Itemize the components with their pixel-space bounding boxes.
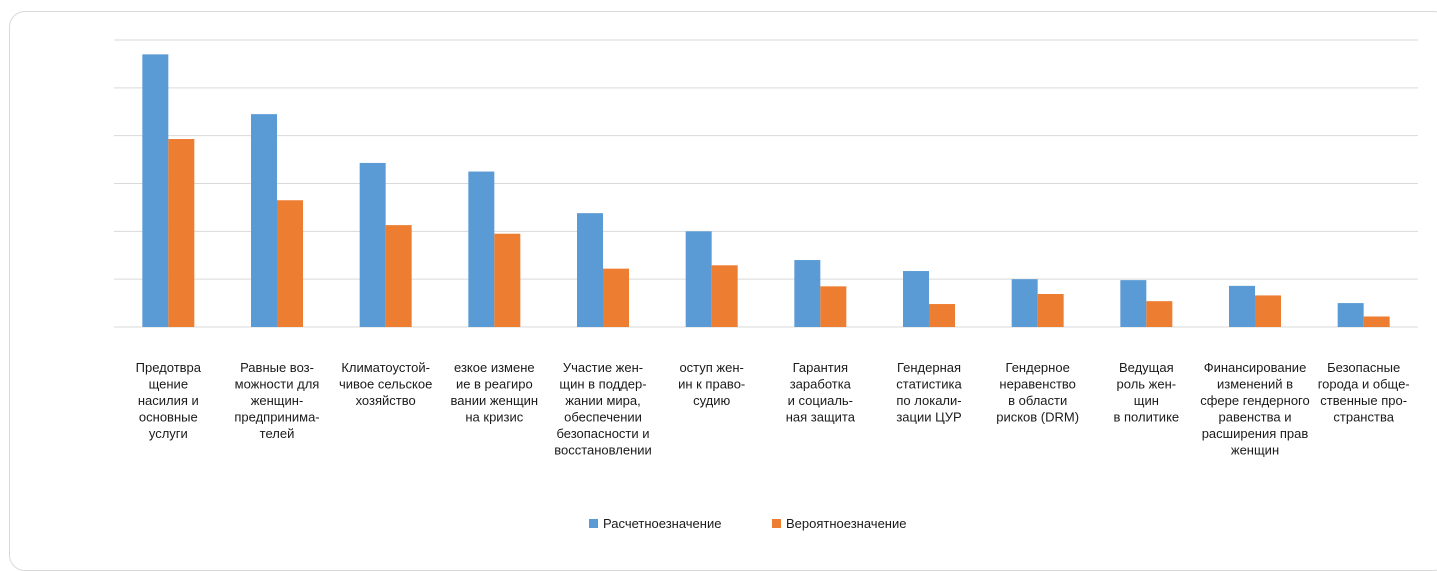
bar-series1-cat9: [1011, 279, 1038, 327]
bar-series2-cat1: [168, 139, 195, 327]
category-labels: Предотвра щение насилия и основные услуги Рав…: [136, 360, 1410, 458]
bar-series1-cat4: [468, 171, 495, 327]
bar-series1-cat3: [359, 162, 386, 327]
bar-series2-cat3: [385, 225, 412, 327]
bar-series2-cat4: [494, 233, 521, 327]
bar-series2-cat12: [1363, 316, 1390, 327]
category-label-1: Предотвра щение насилия и основные услуги: [136, 360, 202, 441]
category-label-7: Гарантия заработка и социаль-ная защита: [786, 360, 856, 425]
bar-series1-cat10: [1120, 280, 1147, 327]
bar-series2-cat9: [1037, 293, 1064, 327]
bar-series2-cat11: [1255, 295, 1281, 327]
bar-series1-cat7: [794, 260, 821, 327]
bar-series1-cat5: [577, 213, 603, 327]
bar-series1-cat1: [142, 54, 169, 327]
category-label-3: Климатоустой-чивое сельское хозяйство: [339, 360, 432, 408]
gridlines: [114, 39, 1418, 328]
bar-series2-cat8: [929, 304, 955, 327]
bar-series2-cat10: [1146, 301, 1173, 327]
category-label-11: Финансирование изменений в сфере гендерног…: [1200, 360, 1310, 458]
bar-series1-cat11: [1229, 285, 1255, 327]
category-label-5: Участие жен-щин в поддер-жании мира, обес…: [554, 360, 652, 458]
bar-series2-cat5: [603, 268, 629, 327]
category-label-10: Ведущая роль жен-щин в политике: [1114, 360, 1180, 425]
category-label-2: Равные воз-можности для женщин-предприним…: [234, 360, 319, 441]
legend-label-2: Вероятноезначение: [786, 516, 906, 531]
category-label-6: оступ жен-ин к право-судию: [678, 360, 745, 408]
bar-series1-cat8: [903, 271, 929, 327]
bar-chart: Предотвра щение насилия и основные услуги Рав…: [114, 39, 1418, 531]
bars: [142, 54, 1390, 328]
bar-series2-cat6: [711, 265, 738, 327]
legend-swatch-1: [589, 519, 598, 528]
category-label-9: Гендерное неравенство в области рисков (DRM…: [996, 360, 1079, 425]
category-label-4: езкое измене ие в реагиро вании женщин на к…: [451, 360, 539, 425]
category-label-12: Безопасные города и обще-ственные про-стр…: [1318, 360, 1410, 425]
legend-swatch-2: [772, 519, 781, 528]
legend: Расчетноезначение Вероятноезначение: [589, 516, 906, 531]
bar-series1-cat12: [1337, 303, 1364, 327]
bar-series2-cat7: [820, 286, 847, 327]
bar-series2-cat2: [277, 200, 303, 327]
bar-series1-cat2: [251, 114, 277, 328]
legend-label-1: Расчетноезначение: [603, 516, 721, 531]
bar-series1-cat6: [685, 231, 712, 327]
category-label-8: Гендерная статистика по локали-зации ЦУР: [896, 360, 962, 425]
